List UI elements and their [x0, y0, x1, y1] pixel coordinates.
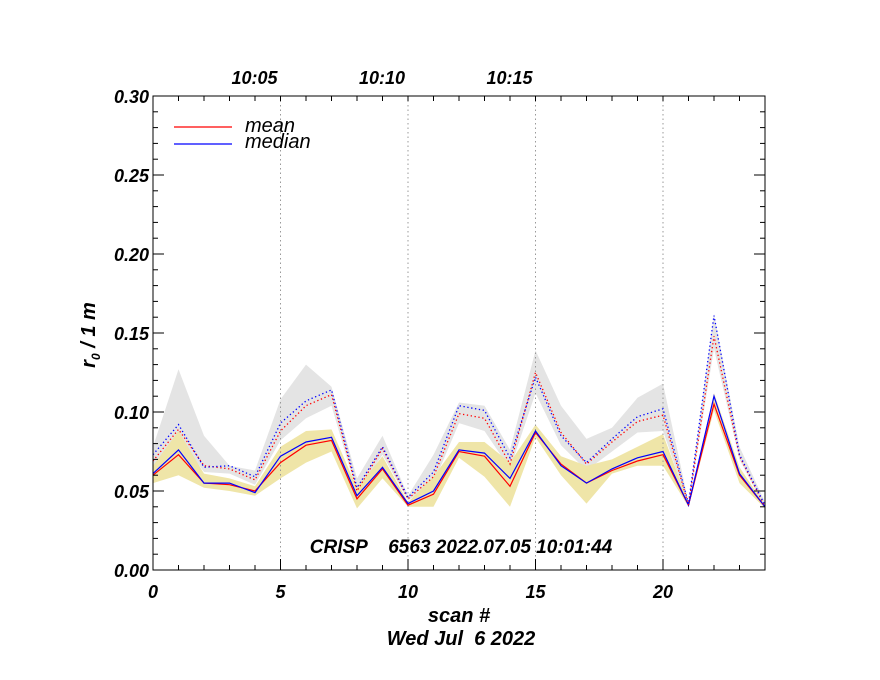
time-tick-label: 10:10 — [359, 68, 405, 88]
tick-labels: 0 5 10 15 20 0.00 0.05 0.10 0.15 0.20 0.25 0.30 10:0… — [114, 68, 673, 602]
x-tick-label: 0 — [148, 582, 158, 602]
x-tick-label: 20 — [652, 582, 673, 602]
legend-mean-label: mean — [245, 115, 295, 137]
legend: mean median — [174, 115, 311, 153]
series-line-3 — [152, 315, 766, 506]
y-tick-label: 0.30 — [114, 87, 149, 107]
x-tick-label: 15 — [525, 582, 546, 602]
observation-annotation: CRISP 6563 2022.07.05 10:01:44 — [310, 537, 613, 558]
y-tick-label: 0.10 — [114, 403, 149, 423]
y-tick-label: 0.25 — [114, 166, 150, 186]
series-line-2 — [152, 336, 766, 508]
series-lines — [152, 315, 766, 508]
time-tick-label: 10:05 — [231, 68, 278, 88]
y-axis-title: r0 / 1 m — [78, 302, 103, 368]
y-tick-label: 0.05 — [114, 482, 150, 502]
y-tick-label: 0.15 — [114, 324, 150, 344]
series-line-0 — [152, 402, 766, 508]
series-line-1 — [152, 393, 766, 508]
x-tick-label: 10 — [398, 582, 418, 602]
legend-median-label: median — [245, 131, 311, 153]
time-tick-label: 10:15 — [486, 68, 533, 88]
band-0 — [153, 314, 765, 509]
shaded-bands — [153, 314, 765, 509]
y-tick-label: 0.20 — [114, 245, 149, 265]
plot-frame — [152, 95, 766, 571]
x-tick-label: 5 — [275, 582, 286, 602]
x-axis-title: scan # — [428, 605, 491, 627]
y-tick-label: 0.00 — [114, 561, 149, 581]
date-subtitle: Wed Jul 6 2022 — [387, 628, 536, 650]
axis-ticks — [152, 95, 766, 571]
plot-border — [152, 95, 766, 571]
time-gridlines — [280, 96, 664, 570]
